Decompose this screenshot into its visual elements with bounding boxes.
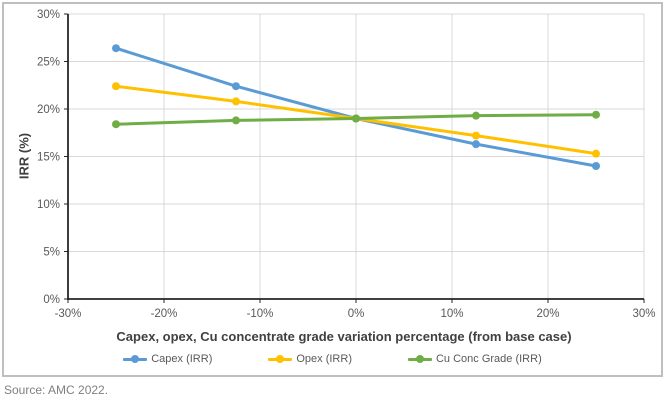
- x-tick-label: -10%: [247, 308, 274, 320]
- opex-line-marker-icon: [268, 355, 293, 364]
- y-tick-label: 20%: [37, 104, 60, 116]
- legend-entry-opex: Opex (IRR): [268, 353, 352, 365]
- capex-line-marker-icon: [123, 355, 148, 364]
- x-tick-label: -30%: [55, 308, 82, 320]
- y-tick-label: 5%: [43, 247, 60, 259]
- legend-label-opex: Opex (IRR): [296, 353, 352, 365]
- data-point-Cu Conc Grade (IRR): [592, 110, 600, 119]
- legend-entry-capex: Capex (IRR): [123, 353, 212, 365]
- data-point-Capex (IRR): [112, 44, 120, 53]
- data-point-Opex (IRR): [232, 97, 240, 106]
- x-tick-label: 10%: [440, 308, 463, 320]
- y-tick-label: 10%: [37, 199, 60, 211]
- data-point-Cu Conc Grade (IRR): [352, 114, 360, 123]
- data-point-Capex (IRR): [232, 82, 240, 91]
- y-tick-label: 30%: [37, 9, 60, 21]
- y-axis-title: IRR (%): [16, 132, 32, 180]
- x-tick-label: 0%: [348, 308, 365, 320]
- data-point-Opex (IRR): [592, 149, 600, 158]
- legend-label-capex: Capex (IRR): [151, 353, 213, 365]
- data-point-Opex (IRR): [472, 131, 480, 140]
- legend-label-cu-conc-grade: Cu Conc Grade (IRR): [435, 353, 542, 365]
- data-point-Cu Conc Grade (IRR): [232, 116, 240, 125]
- chart-frame: 0% 5% 10% 15% 20% 25% 30% -30% -20% -10% 0% 10% 20% 3…: [2, 2, 663, 377]
- data-point-Capex (IRR): [592, 162, 600, 170]
- x-tick-label: 20%: [536, 308, 559, 320]
- x-tick-label: -20%: [151, 308, 178, 320]
- data-point-Cu Conc Grade (IRR): [112, 120, 120, 129]
- x-tick-label: 30%: [632, 308, 655, 320]
- cu-conc-grade-line-marker-icon: [407, 355, 432, 364]
- y-tick-label: 15%: [37, 152, 60, 164]
- plot-svg: 0% 5% 10% 15% 20% 25% 30% -30% -20% -10% 0% 10% 20% 3…: [37, 9, 656, 320]
- legend-entry-cu-conc-grade: Cu Conc Grade (IRR): [407, 353, 542, 365]
- data-point-Capex (IRR): [472, 140, 480, 149]
- x-axis-title: Capex, opex, Cu concentrate grade variat…: [116, 329, 572, 344]
- y-tick-label: 25%: [37, 57, 60, 69]
- y-tick-label: 0%: [43, 294, 60, 306]
- data-point-Cu Conc Grade (IRR): [472, 111, 480, 120]
- legend: Capex (IRR) Opex (IRR) Cu Conc Grade (IR…: [4, 353, 661, 365]
- data-point-Opex (IRR): [112, 82, 120, 91]
- source-note: Source: AMC 2022.: [4, 383, 109, 397]
